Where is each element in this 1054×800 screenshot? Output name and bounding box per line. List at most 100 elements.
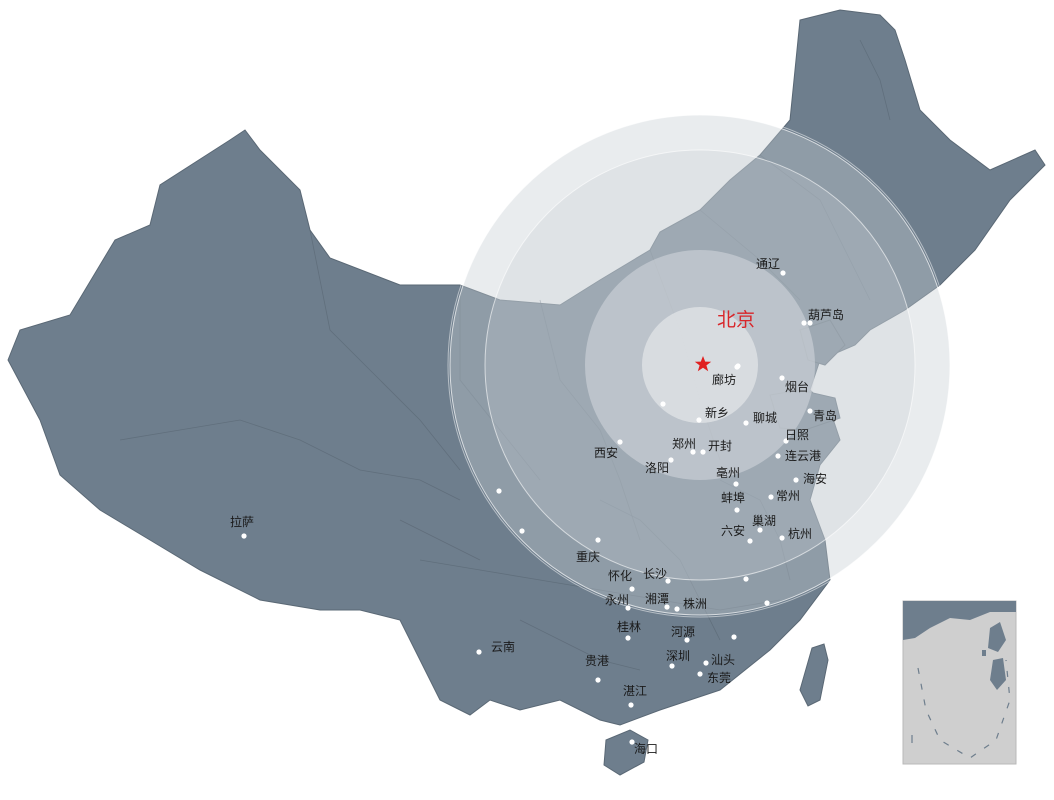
city-label: 云南 <box>491 639 515 654</box>
city-marker-kaifeng: 开封 <box>700 439 732 455</box>
city-dot <box>700 449 706 455</box>
city-dot <box>779 535 785 541</box>
city-dot <box>669 663 675 669</box>
city-dot <box>743 420 749 426</box>
inset-coast <box>903 601 1016 640</box>
boundary-line <box>859 39 891 121</box>
boundary-line <box>719 479 791 581</box>
city-dot <box>807 320 813 326</box>
city-dot <box>703 660 709 666</box>
city-marker-rizhao: 日照 <box>783 428 809 444</box>
city-label: 亳州 <box>716 465 740 480</box>
boundary-line <box>309 229 461 471</box>
city-label: 河源 <box>671 625 695 639</box>
city-dot <box>783 438 789 444</box>
city-dot <box>775 453 781 459</box>
city-label: 洛阳 <box>645 460 669 475</box>
city-marker-hangzhou: 杭州 <box>779 526 812 541</box>
city-marker-yongzhou: 永州 <box>605 593 631 611</box>
city-marker-liuan: 六安 <box>721 523 753 544</box>
city-marker-dongguan: 东莞 <box>697 671 731 685</box>
city-dot <box>735 363 741 369</box>
city-dot <box>496 488 502 494</box>
city-dot <box>674 606 680 612</box>
city-marker-lianyungang: 连云港 <box>775 448 821 463</box>
ring-faint <box>447 112 953 618</box>
city-label: 桂林 <box>617 619 641 634</box>
boundary-line <box>399 519 481 561</box>
hainan-shape <box>603 729 649 776</box>
land-mass <box>7 9 1046 776</box>
city-marker-zhengzhou: 郑州 <box>672 436 696 455</box>
city-label: 海安 <box>803 471 827 486</box>
south-china-sea-inset <box>902 600 1017 765</box>
city-label: 永州 <box>605 593 629 607</box>
city-marker-chongqing: 重庆 <box>576 537 601 564</box>
boundary-line <box>119 419 461 501</box>
city-marker-yunnan: 云南 <box>476 639 515 655</box>
city-label: 新乡 <box>705 405 729 420</box>
city-marker-shantou: 汕头 <box>703 653 735 667</box>
city-marker-xiangtan: 湘潭 <box>645 591 670 610</box>
city-dot <box>696 417 702 423</box>
city-dot <box>629 739 635 745</box>
city-dot <box>807 408 813 414</box>
city-dot <box>625 605 631 611</box>
city-marker-tongliao: 通辽 <box>756 257 786 276</box>
city-marker-chaohu: 巢湖 <box>752 513 776 533</box>
city-marker-lasa: 拉萨 <box>230 514 254 539</box>
city-marker-changsha: 长沙 <box>643 567 671 584</box>
city-label: 怀化 <box>608 569 632 583</box>
city-label: 贵港 <box>585 654 609 668</box>
city-marker-haian: 海安 <box>793 471 827 486</box>
city-label: 六安 <box>721 523 745 538</box>
city-label: 廊坊 <box>712 372 736 387</box>
city-dot <box>793 477 799 483</box>
unlabeled-dots <box>496 320 813 640</box>
boundary-line <box>699 209 801 301</box>
city-marker-shenzhen: 深圳 <box>666 649 690 669</box>
city-marker-zhanjiang: 湛江 <box>623 684 647 708</box>
city-marker-heyuan: 河源 <box>671 625 695 643</box>
city-marker-liaocheng: 聊城 <box>743 411 777 426</box>
city-dot <box>743 576 749 582</box>
city-dot <box>779 375 785 381</box>
city-label: 东莞 <box>707 671 731 685</box>
city-dot <box>733 481 739 487</box>
boundary-line <box>599 499 721 641</box>
city-label: 巢湖 <box>752 513 776 528</box>
city-label: 湘潭 <box>645 591 669 606</box>
city-label: 青岛 <box>813 408 837 423</box>
city-label: 常州 <box>776 489 800 503</box>
boundary-line <box>759 154 871 301</box>
taiwan-shape <box>799 643 829 707</box>
city-marker-changzhou: 常州 <box>768 489 800 503</box>
city-dot <box>665 578 671 584</box>
city-marker-zhuzhou: 株洲 <box>674 596 707 612</box>
inset-islands <box>982 622 1006 690</box>
city-dot <box>697 671 703 677</box>
city-marker-luoyang: 洛阳 <box>645 457 674 475</box>
city-label: 杭州 <box>788 526 812 541</box>
city-label: 开封 <box>708 439 732 453</box>
city-dot <box>731 634 737 640</box>
city-marker-guigang: 贵港 <box>585 654 609 683</box>
city-dot <box>660 401 666 407</box>
city-dot <box>664 604 670 610</box>
city-dot <box>780 270 786 276</box>
city-label: 蚌埠 <box>721 491 745 505</box>
city-dot <box>625 635 631 641</box>
city-label: 葫芦岛 <box>808 307 844 322</box>
city-marker-bengbu: 蚌埠 <box>721 491 745 513</box>
city-marker-qingdao: 青岛 <box>807 408 837 423</box>
city-label: 海口 <box>634 741 658 756</box>
city-dot <box>617 439 623 445</box>
city-dot <box>629 586 635 592</box>
city-label: 拉萨 <box>230 514 254 529</box>
city-marker-guilin: 桂林 <box>617 619 641 641</box>
city-label: 湛江 <box>623 684 647 698</box>
capital-marker-group: 北京 <box>694 309 755 372</box>
